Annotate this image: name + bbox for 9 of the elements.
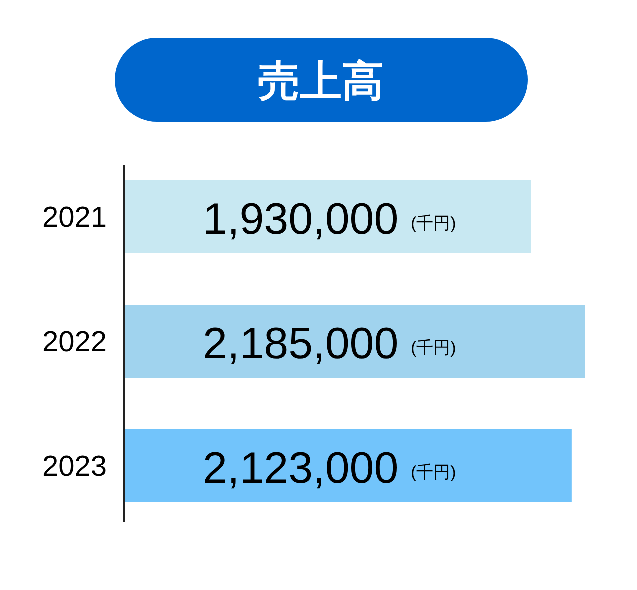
y-tick-label: 2021 — [42, 202, 107, 234]
chart-title: 売上高 — [258, 58, 384, 104]
y-tick-label: 2022 — [42, 326, 107, 358]
data-label: 1,930,000 $^{(千円)}$ — [203, 195, 456, 244]
plot: 1,930,000 $^{(千円)}$ 2,185,000 $^{(千円)}$ 2,123,000 $^{(千円)}$ — [125, 180, 585, 502]
y-tick-label: 2023 — [42, 451, 107, 483]
title: 売上高 — [115, 38, 528, 122]
data-label: 2,123,000 $^{(千円)}$ — [203, 444, 456, 493]
data-label: 2,185,000 $^{(千円)}$ — [203, 320, 456, 368]
